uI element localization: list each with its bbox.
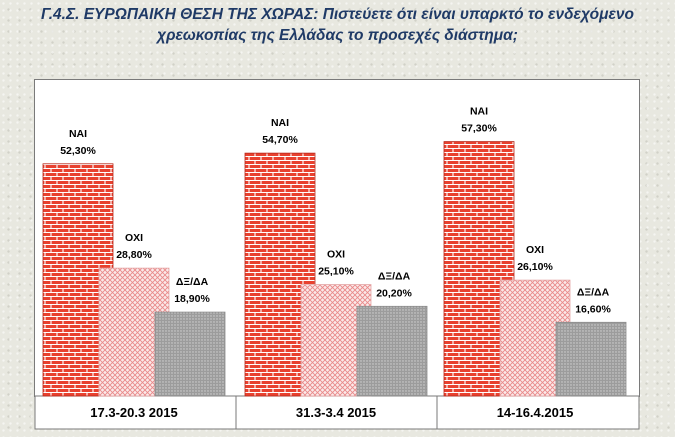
data-label-nai-3: 57,30% <box>461 123 497 135</box>
data-label-dxda-3: 16,60% <box>575 303 611 315</box>
category-label-2: 31.3-3.4 2015 <box>296 405 376 420</box>
series-name-label-dxda-3: ΔΞ/ΔΑ <box>577 286 610 298</box>
data-label-oxi-2: 25,10% <box>318 266 354 278</box>
data-label-oxi-3: 26,10% <box>517 261 553 273</box>
bar-nai-2 <box>244 152 316 397</box>
chart-title-line-2: χρεωκοπίας της Ελλάδας το προσεχές διάστ… <box>157 27 518 44</box>
bar-dxda-2 <box>356 305 428 397</box>
chart-title-line-1: Γ.4.Σ. ΕΥΡΩΠΑΙΚΗ ΘΕΣΗ ΤΗΣ ΧΩΡΑΣ: Πιστεύε… <box>40 6 635 23</box>
series-name-label-nai-2: ΝΑΙ <box>271 117 289 129</box>
data-label-dxda-1: 18,90% <box>174 293 210 305</box>
series-name-label-dxda-2: ΔΞ/ΔΑ <box>378 270 411 282</box>
category-label-1: 17.3-20.3 2015 <box>90 405 177 420</box>
series-name-label-dxda-1: ΔΞ/ΔΑ <box>176 276 209 288</box>
bar-dxda-3 <box>555 321 627 397</box>
data-label-nai-1: 52,30% <box>60 145 96 157</box>
series-name-label-oxi-2: ΟΧΙ <box>327 249 345 261</box>
bar-dxda-1 <box>154 311 226 397</box>
chart-title: Γ.4.Σ. ΕΥΡΩΠΑΙΚΗ ΘΕΣΗ ΤΗΣ ΧΩΡΑΣ: Πιστεύε… <box>0 4 675 46</box>
category-axis-band <box>34 395 640 430</box>
data-label-oxi-1: 28,80% <box>116 249 152 261</box>
series-name-label-nai-1: ΝΑΙ <box>69 128 87 140</box>
series-name-label-oxi-1: ΟΧΙ <box>125 232 143 244</box>
data-label-nai-2: 54,70% <box>262 134 298 146</box>
data-label-dxda-2: 20,20% <box>376 287 412 299</box>
category-label-3: 14-16.4.2015 <box>497 405 574 420</box>
series-name-label-oxi-3: ΟΧΙ <box>526 244 544 256</box>
series-name-label-nai-3: ΝΑΙ <box>470 106 488 118</box>
bars-layer: ΝΑΙ 52,30% ΟΧΙ 28,80% ΔΞ/ΔΑ 18,90% ΝΑΙ 54,70% ΟΧ… <box>42 106 627 397</box>
